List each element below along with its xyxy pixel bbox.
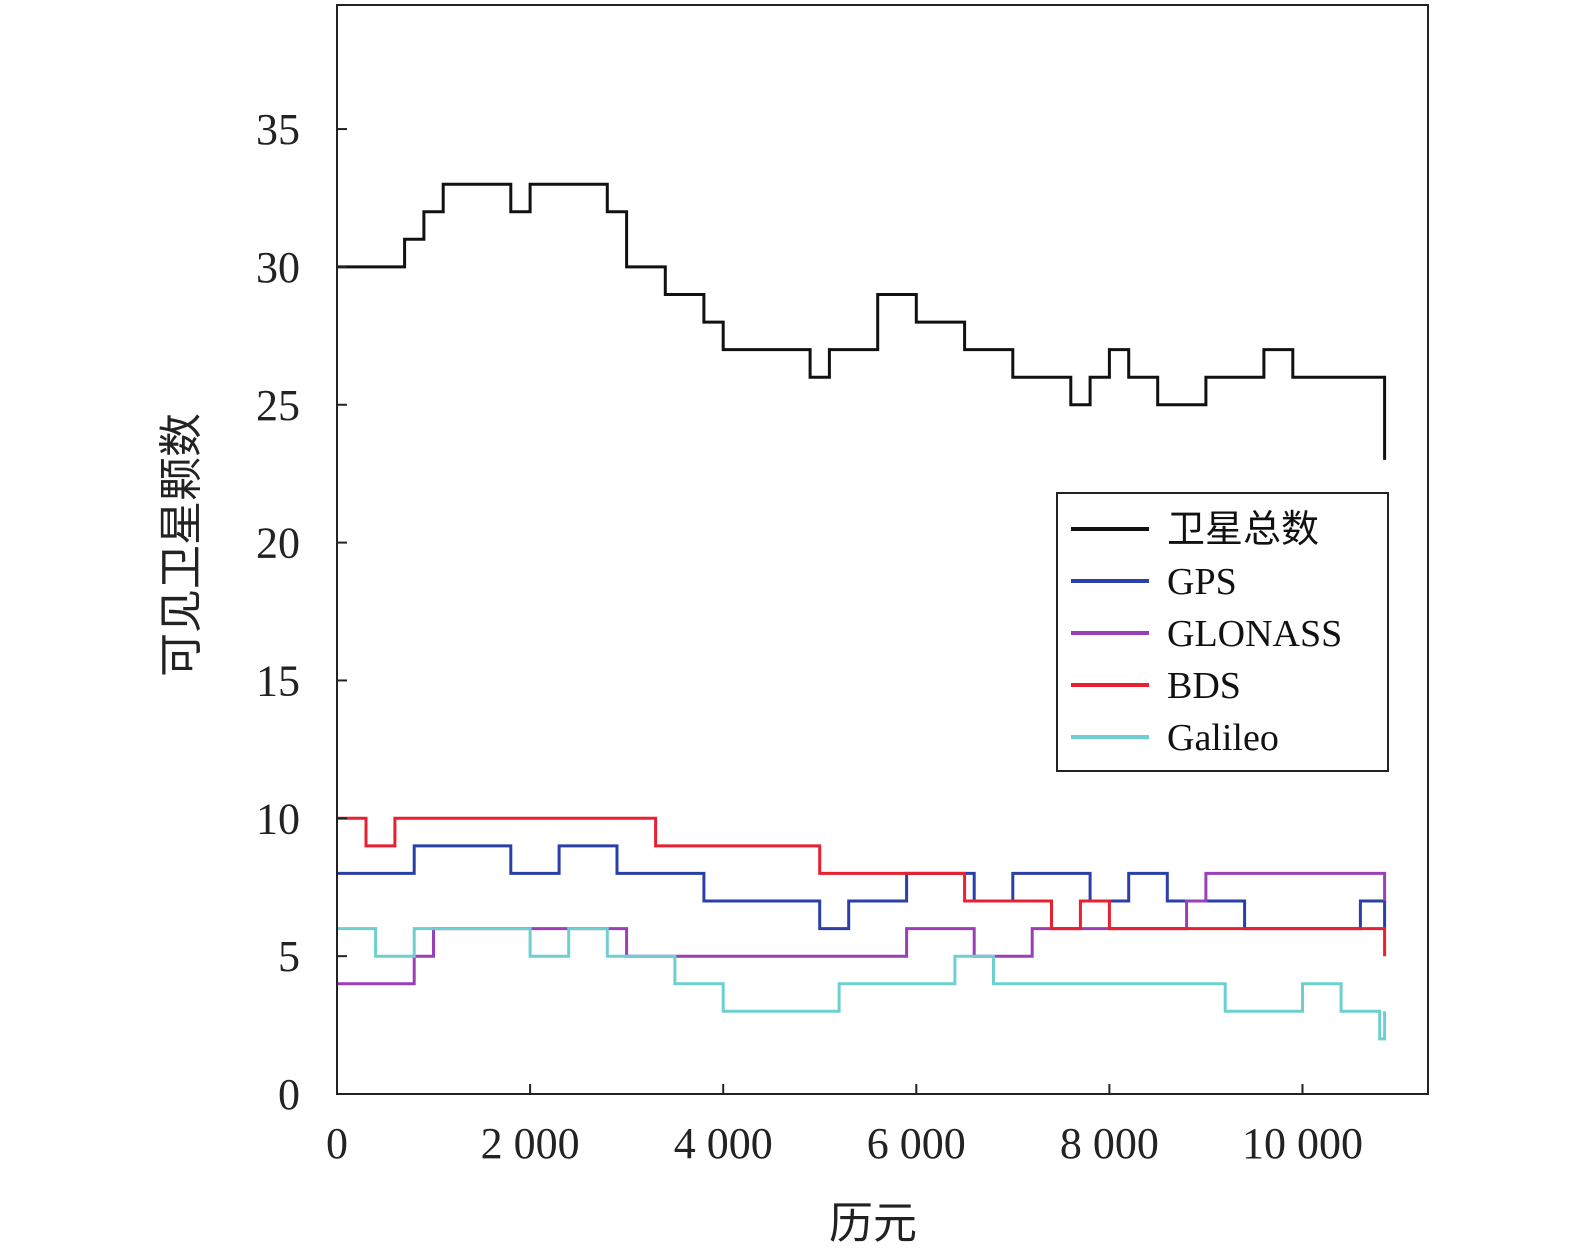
legend-label: GPS: [1167, 561, 1237, 603]
legend-label: GLONASS: [1167, 613, 1342, 655]
x-tick-label: 10 000: [1242, 1119, 1363, 1168]
y-tick-label: 25: [256, 381, 300, 430]
x-tick-label: 6 000: [867, 1119, 966, 1168]
plot-area: [336, 4, 1429, 1095]
legend-label: 卫星总数: [1167, 509, 1319, 551]
y-tick-label: 10: [256, 794, 300, 843]
legend: 卫星总数 GPS GLONASS BDS Galileo: [1056, 492, 1389, 772]
y-tick-label: 35: [256, 105, 300, 154]
y-tick-label: 30: [256, 243, 300, 292]
x-tick-label: 8 000: [1060, 1119, 1159, 1168]
y-axis: 0 5 10 15 20 25 30 35: [256, 105, 347, 1119]
plot-frame: [336, 4, 1429, 1095]
y-tick-label: 20: [256, 519, 300, 568]
y-tick-label: 0: [278, 1070, 300, 1119]
x-tick-label: 2 000: [481, 1119, 580, 1168]
y-tick-label: 5: [278, 932, 300, 981]
y-axis-label: 可见卫星颗数: [156, 413, 207, 677]
series-line-4: [337, 927, 1387, 1041]
series-line-3: [337, 816, 1387, 957]
legend-label: Galileo: [1167, 717, 1279, 759]
x-axis-label: 历元: [829, 1198, 917, 1249]
x-tick-label: 4 000: [674, 1119, 773, 1168]
legend-label: BDS: [1167, 665, 1241, 707]
x-axis: 0 2 000 4 000 6 000 8 000 10 000: [326, 1084, 1363, 1168]
y-tick-label: 15: [256, 656, 300, 705]
x-tick-label: 0: [326, 1119, 348, 1168]
series-line-0: [337, 182, 1387, 460]
